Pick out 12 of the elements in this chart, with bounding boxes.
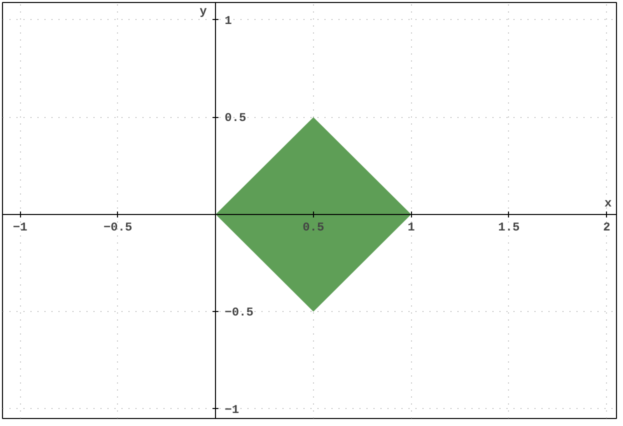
y-tick-label: 1 [224, 14, 232, 28]
x-tick-label: 1 [408, 220, 415, 234]
y-tick-label: −0.5 [224, 306, 254, 320]
x-tick-label: 2 [603, 220, 610, 234]
y-tick-label: −1 [224, 402, 240, 417]
y-tick-label: 0.5 [224, 111, 246, 126]
x-tick-label: 0.5 [302, 220, 324, 234]
x-axis-title: x [604, 196, 612, 210]
y-axis-title: y [200, 4, 207, 18]
x-tick-label: −0.5 [103, 220, 132, 234]
x-tick-label: 1.5 [498, 220, 520, 234]
x-tick-label: −1 [12, 220, 28, 234]
